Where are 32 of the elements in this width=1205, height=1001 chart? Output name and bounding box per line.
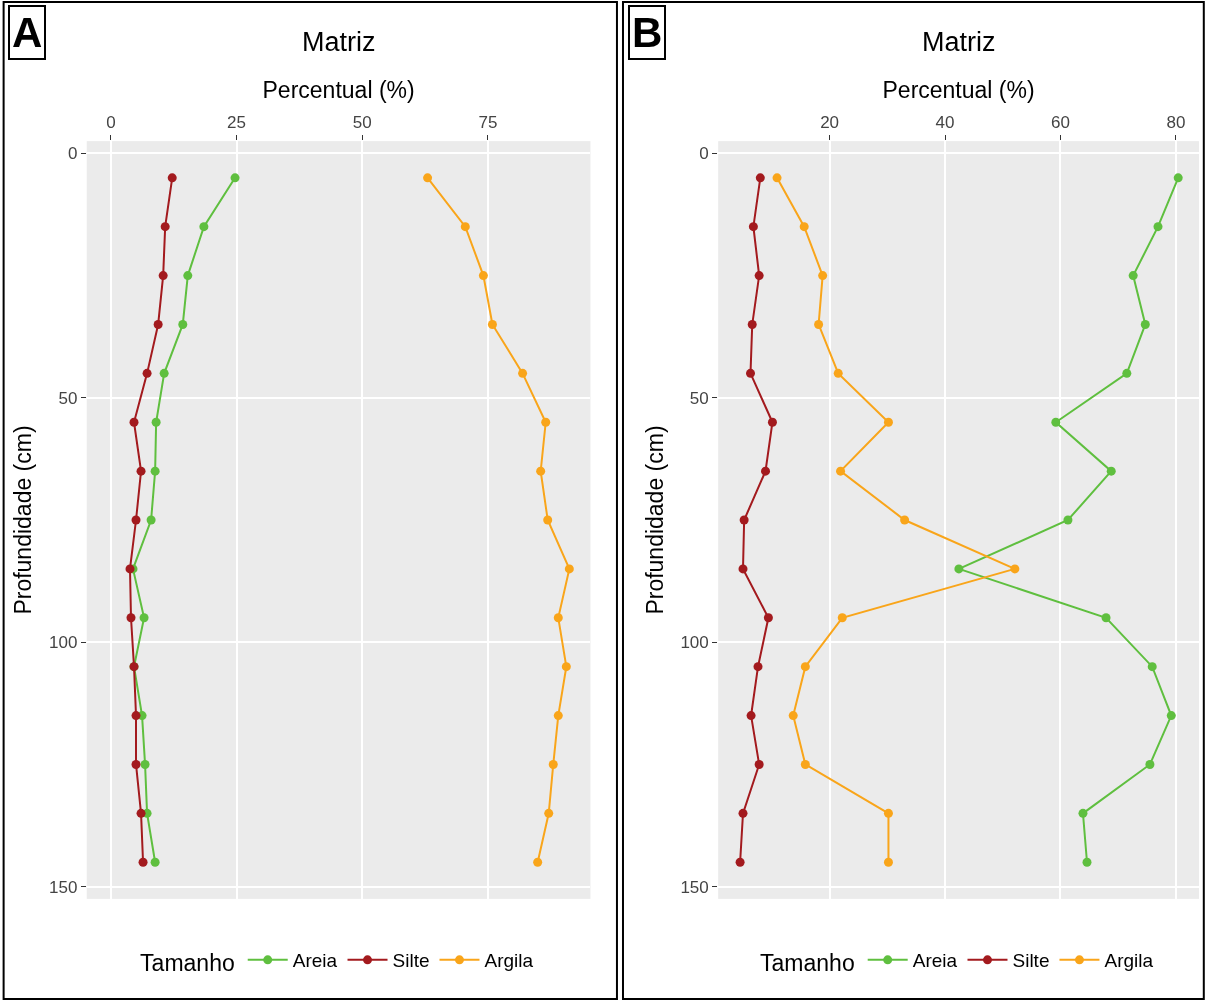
x-tick-label: 75 <box>478 113 498 133</box>
legend-title: Tamanho <box>760 949 855 976</box>
legend-label: Silte <box>1012 950 1050 972</box>
legend-label: Silte <box>392 950 430 972</box>
legend-label: Areia <box>292 950 338 972</box>
x-tick-label: 60 <box>1050 113 1070 133</box>
text: B <box>632 9 663 56</box>
y-axis-title: Profundidade (cm) <box>10 425 37 615</box>
legend-label: Areia <box>912 950 958 972</box>
y-tick-label: 100 <box>680 633 709 653</box>
y-tick-label: 0 <box>699 144 709 164</box>
y-tick-label: 50 <box>689 388 709 408</box>
legend-label: Argila <box>484 950 534 972</box>
y-tick-label: 100 <box>48 633 78 653</box>
text: A <box>12 9 43 56</box>
x-tick-label: 25 <box>227 113 247 133</box>
chart-title: Matriz <box>302 27 376 57</box>
x-axis-title: Percentual (%) <box>882 76 1035 103</box>
y-tick-label: 0 <box>67 144 78 164</box>
x-tick-label: 20 <box>820 113 840 133</box>
y-axis-title: Profundidade (cm) <box>641 425 668 615</box>
x-tick-label: 40 <box>935 113 955 133</box>
x-tick-label: 80 <box>1166 113 1186 133</box>
x-tick-label: 50 <box>352 113 372 133</box>
chart-title: Matriz <box>922 27 996 57</box>
y-tick-label: 50 <box>58 388 78 408</box>
legend-title: Tamanho <box>140 949 235 976</box>
x-axis-title: Percentual (%) <box>262 76 415 103</box>
y-tick-label: 150 <box>48 877 78 897</box>
legend-label: Argila <box>1104 950 1154 972</box>
x-tick-label: 0 <box>106 113 116 133</box>
y-tick-label: 150 <box>680 877 709 897</box>
